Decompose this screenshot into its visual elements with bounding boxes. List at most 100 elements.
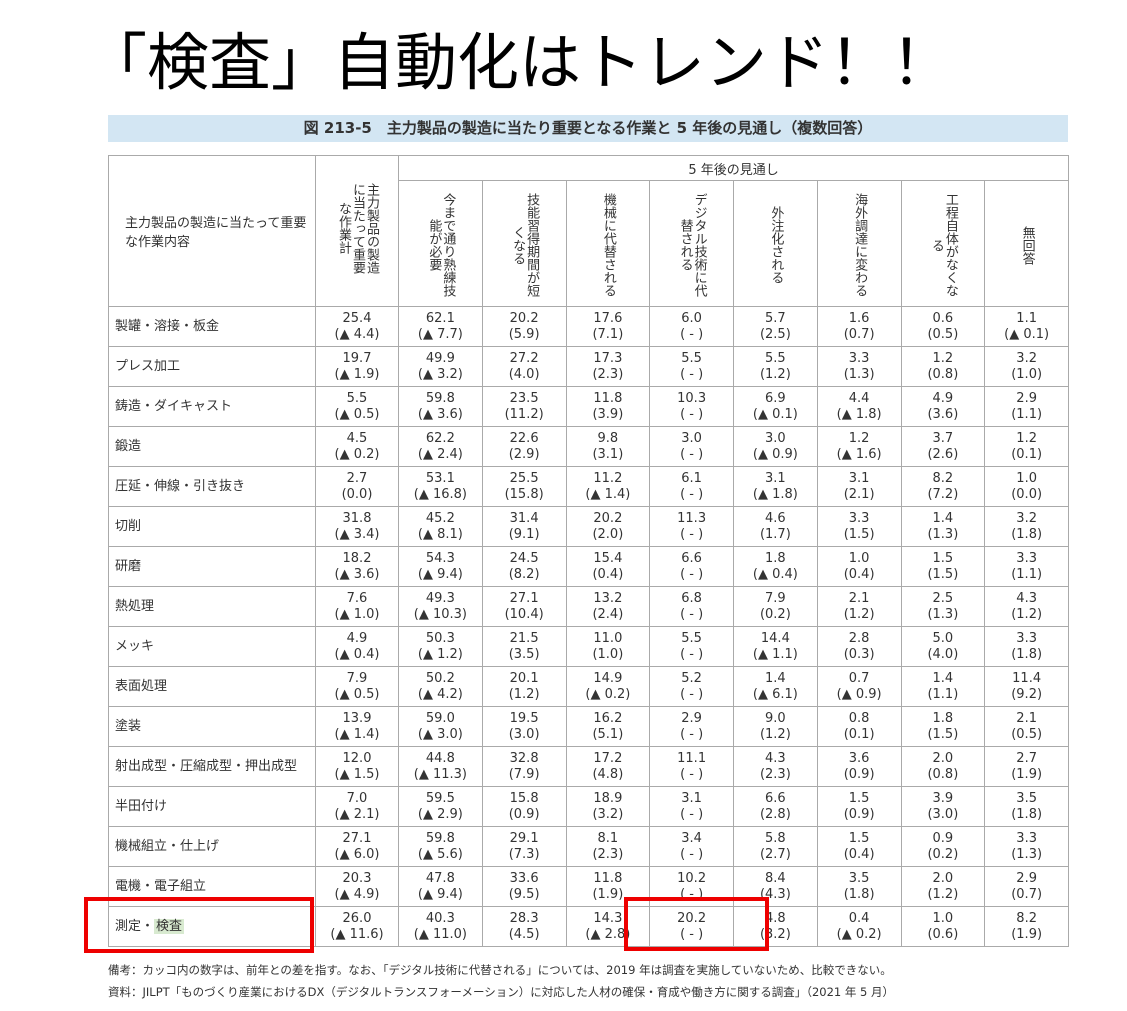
cell-value: 5.7: [765, 310, 786, 326]
cell: 1.8 (▲ 0.4): [733, 546, 818, 587]
cell-diff: (1.2): [508, 686, 540, 702]
cell-value: 2.5: [932, 590, 954, 606]
cell: 11.4 (9.2): [984, 666, 1070, 707]
cell: 2.9 (0.7): [984, 866, 1070, 907]
cell: 62.1 (▲ 7.7): [398, 306, 483, 347]
cell-value: 10.3: [677, 390, 707, 406]
cell-value: 4.3: [765, 750, 786, 766]
cell-value: 6.0: [681, 310, 702, 326]
cell-diff: (1.8): [1011, 526, 1043, 542]
cell-diff: (2.3): [592, 366, 624, 382]
cell: 1.5 (0.4): [816, 826, 902, 867]
cell-value: 3.1: [765, 470, 786, 486]
table: 主力製品の製造に当たって重要な作業内容 主力製品の製造に当たって重要な作業計 5…: [108, 155, 1070, 947]
cell-diff: (▲ 1.9): [334, 366, 380, 382]
row: 熱処理 7.6 (▲ 1.0) 49.3 (▲ 10.3) 27.1 (10.4) 13.2(…: [108, 586, 1070, 627]
cell: 28.3 (4.5): [481, 906, 567, 947]
cell-value: 8.1: [597, 830, 619, 846]
label-text: 鋳造・ダイキャスト: [115, 398, 233, 414]
header-text: 工程自体がなくなる: [928, 193, 958, 297]
cell: 6.8( - ): [649, 586, 734, 627]
cell-diff: (1.8): [1011, 806, 1043, 822]
cell-value: 20.3: [342, 870, 372, 886]
label-text: 熱処理: [115, 598, 155, 614]
cell-diff: (9.5): [508, 886, 540, 902]
cell-value: 9.8: [597, 430, 619, 446]
cell: 25.4 (▲ 4.4): [315, 306, 399, 347]
cell-value: 3.6: [848, 750, 870, 766]
cell-diff: (▲ 8.1): [417, 526, 463, 542]
cell-value: 3.2: [1016, 350, 1037, 366]
cell-value: 13.2: [593, 590, 623, 606]
cell: 2.1 (1.2): [816, 586, 902, 627]
cell-value: 20.2: [509, 310, 539, 326]
cell-diff: (0.7): [843, 326, 875, 342]
cell: 3.5 (1.8): [984, 786, 1070, 827]
cell-diff: (▲ 11.6): [330, 926, 384, 942]
cell: 3.3 (1.3): [816, 346, 902, 387]
cell-diff: (0.0): [1011, 486, 1043, 502]
cell-diff: (▲ 0.5): [334, 406, 380, 422]
column-header: 無回答: [984, 180, 1070, 307]
cell-diff: (1.5): [927, 566, 959, 582]
cell-diff: (0.9): [508, 806, 540, 822]
cell: 10.3( - ): [649, 386, 734, 427]
cell-value: 11.8: [593, 870, 623, 886]
cell-diff: (▲ 0.5): [334, 686, 380, 702]
cell: 1.0 (0.0): [984, 466, 1070, 507]
header-text: 技能習得期間が短くなる: [510, 193, 540, 297]
cell-value: 1.8: [765, 550, 786, 566]
cell-diff: (▲ 1.4): [585, 486, 631, 502]
cell-diff: (8.2): [508, 566, 540, 582]
row-header: 主力製品の製造に当たって重要な作業内容: [108, 155, 316, 307]
cell: 19.7 (▲ 1.9): [315, 346, 399, 387]
cell-diff: (4.5): [508, 926, 540, 942]
label-text: プレス加工: [115, 358, 181, 374]
cell: 3.0 (▲ 0.9): [733, 426, 818, 467]
figure-title: 図 213-5 主力製品の製造に当たり重要となる作業と 5 年後の見通し（複数回…: [108, 115, 1068, 142]
cell-value: 27.1: [342, 830, 372, 846]
cell-value: 3.3: [848, 510, 870, 526]
cell: 17.6 (7.1): [565, 306, 651, 347]
cell: 12.0 (▲ 1.5): [315, 746, 399, 787]
cell-diff: (▲ 6.0): [334, 846, 380, 862]
cell-diff: (0.3): [843, 646, 875, 662]
column-header: 海外調達に変わる: [816, 180, 902, 307]
cell-value: 3.5: [1016, 790, 1037, 806]
cell-value: 22.6: [509, 430, 539, 446]
cell-diff: (7.1): [592, 326, 624, 342]
cell-diff: (▲ 2.8): [585, 926, 631, 942]
cell-value: 4.5: [346, 430, 368, 446]
cell-value: 10.2: [677, 870, 707, 886]
cell-value: 23.5: [509, 390, 539, 406]
cell-value: 5.5: [681, 630, 702, 646]
cell-diff: (2.9): [508, 446, 540, 462]
cell: 4.3 (1.2): [984, 586, 1070, 627]
cell: 1.1 (▲ 0.1): [984, 306, 1070, 347]
row: 表面処理 7.9 (▲ 0.5) 50.2 (▲ 4.2) 20.1 (1.2) 14.9 (▲…: [108, 666, 1070, 707]
row-label: 半田付け: [108, 786, 316, 827]
label-text: 射出成型・圧縮成型・押出成型: [115, 758, 298, 774]
row-label: 塗装: [108, 706, 316, 747]
cell-value: 13.9: [342, 710, 372, 726]
cell-value: 5.5: [765, 350, 786, 366]
cell-diff: (▲ 3.6): [334, 566, 380, 582]
cell-diff: (1.0): [1011, 366, 1043, 382]
cell-diff: (▲ 4.9): [334, 886, 380, 902]
cell-value: 5.0: [932, 630, 954, 646]
cell-value: 3.9: [932, 790, 954, 806]
cell-value: 3.7: [932, 430, 954, 446]
cell-diff: ( - ): [680, 606, 704, 622]
cell-diff: (3.0): [927, 806, 959, 822]
cell-diff: ( - ): [680, 366, 704, 382]
cell-value: 20.1: [509, 670, 539, 686]
cell-diff: ( - ): [680, 926, 704, 942]
column-header: 今まで通り熟練技能が必要: [398, 180, 483, 307]
cell-value: 19.5: [509, 710, 539, 726]
cell-value: 50.3: [425, 630, 455, 646]
cell-value: 3.2: [1016, 510, 1037, 526]
cell-value: 62.2: [425, 430, 455, 446]
row: 切削 31.8 (▲ 3.4) 45.2 (▲ 8.1) 31.4 (9.1) 20.2 (2.…: [108, 506, 1070, 547]
cell: 11.8 (3.9): [565, 386, 651, 427]
cell-value: 1.5: [848, 790, 870, 806]
